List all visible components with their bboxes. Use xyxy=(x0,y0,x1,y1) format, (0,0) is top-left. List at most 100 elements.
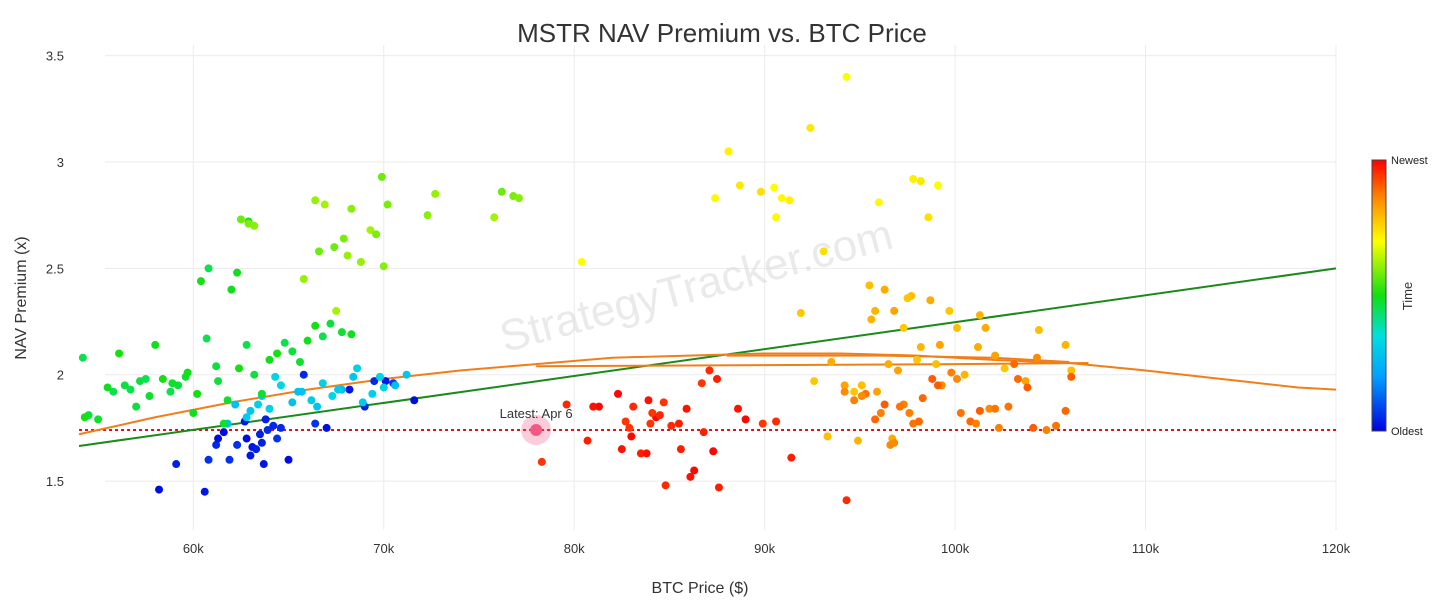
data-point xyxy=(686,472,695,481)
data-point xyxy=(796,309,805,318)
data-point xyxy=(273,349,282,358)
data-point xyxy=(709,447,718,456)
data-point xyxy=(193,389,202,398)
data-point xyxy=(850,396,859,405)
data-point xyxy=(905,409,914,418)
y-tick-label: 3 xyxy=(57,155,64,170)
data-point xyxy=(850,387,859,396)
data-point xyxy=(145,391,154,400)
data-point xyxy=(871,306,880,315)
data-point xyxy=(785,196,794,205)
data-point xyxy=(276,381,285,390)
data-point xyxy=(257,389,266,398)
data-point xyxy=(735,181,744,190)
data-point xyxy=(733,404,742,413)
data-point xyxy=(827,357,836,366)
data-point xyxy=(497,187,506,196)
x-tick-label: 90k xyxy=(754,541,775,556)
data-point xyxy=(819,247,828,256)
data-point xyxy=(233,268,242,277)
data-point xyxy=(236,215,245,224)
data-point xyxy=(196,277,205,286)
data-point xyxy=(713,374,722,383)
data-point xyxy=(1021,377,1030,386)
y-axis-ticks: 1.5 2 2.5 3 3.5 xyxy=(46,49,64,489)
data-point xyxy=(770,183,779,192)
data-point xyxy=(172,460,181,469)
data-point xyxy=(318,332,327,341)
y-tick-label: 2.5 xyxy=(46,261,64,276)
data-point xyxy=(337,328,346,337)
data-point xyxy=(349,372,358,381)
data-point xyxy=(225,455,234,464)
data-point xyxy=(223,396,232,405)
data-point xyxy=(697,379,706,388)
data-point xyxy=(953,374,962,383)
x-tick-label: 70k xyxy=(373,541,394,556)
data-point xyxy=(642,449,651,458)
data-point xyxy=(960,370,969,379)
data-point xyxy=(347,204,356,213)
data-point xyxy=(562,400,571,409)
data-point xyxy=(873,387,882,396)
data-point xyxy=(614,389,623,398)
data-point xyxy=(895,402,904,411)
data-point xyxy=(991,351,1000,360)
data-point xyxy=(918,394,927,403)
data-point xyxy=(810,377,819,386)
data-point xyxy=(945,306,954,315)
x-tick-label: 80k xyxy=(564,541,585,556)
data-point xyxy=(383,200,392,209)
data-point xyxy=(1067,366,1076,375)
data-point xyxy=(423,211,432,220)
data-point xyxy=(1000,364,1009,373)
linear-trend-line xyxy=(78,267,1337,447)
data-point xyxy=(353,364,362,373)
data-point xyxy=(273,434,282,443)
data-point xyxy=(257,438,266,447)
data-point xyxy=(933,381,942,390)
data-point xyxy=(867,315,876,324)
data-point xyxy=(1052,421,1061,430)
data-point xyxy=(890,306,899,315)
data-point xyxy=(295,357,304,366)
data-point xyxy=(343,251,352,260)
data-point xyxy=(332,306,341,315)
data-point xyxy=(714,483,723,492)
data-point xyxy=(168,379,177,388)
data-point xyxy=(667,421,676,430)
data-point xyxy=(227,285,236,294)
data-point xyxy=(78,353,87,362)
data-point xyxy=(806,123,815,132)
data-point xyxy=(589,402,598,411)
data-point xyxy=(777,194,786,203)
data-point xyxy=(204,264,213,273)
data-point xyxy=(909,175,918,184)
data-point xyxy=(368,389,377,398)
chart-title: MSTR NAV Premium vs. BTC Price xyxy=(517,18,927,48)
data-point xyxy=(514,194,523,203)
data-point xyxy=(973,343,982,352)
data-point xyxy=(311,321,320,330)
data-point xyxy=(994,423,1003,432)
data-point xyxy=(876,409,885,418)
data-point xyxy=(886,440,895,449)
data-point xyxy=(254,400,263,409)
data-point xyxy=(183,368,192,377)
data-point xyxy=(646,419,655,428)
data-point xyxy=(699,428,708,437)
data-point xyxy=(303,336,312,345)
data-point xyxy=(246,406,255,415)
data-point xyxy=(250,221,259,230)
data-point xyxy=(155,485,164,494)
data-point xyxy=(865,281,874,290)
data-point xyxy=(313,402,322,411)
data-point xyxy=(1034,326,1043,335)
data-point xyxy=(410,396,419,405)
data-point xyxy=(583,436,592,445)
data-point xyxy=(772,213,781,222)
data-point xyxy=(975,311,984,320)
data-point xyxy=(94,415,103,424)
latest-marker xyxy=(530,424,543,437)
